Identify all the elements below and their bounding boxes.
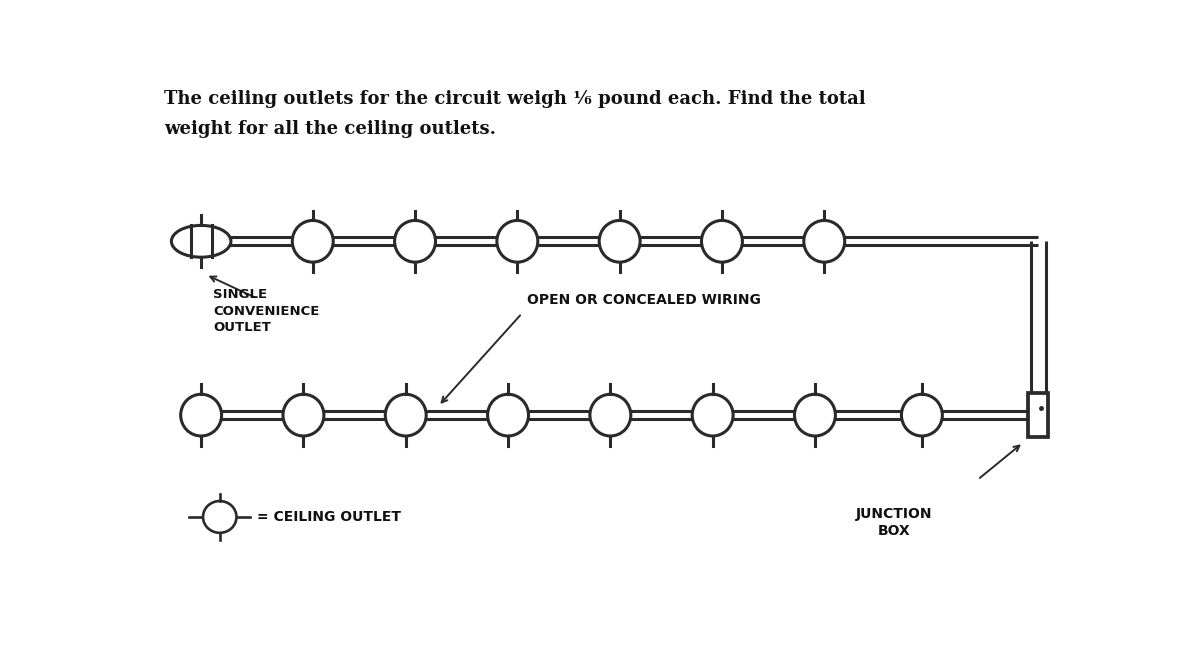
Ellipse shape — [497, 221, 538, 262]
Text: OPEN OR CONCEALED WIRING: OPEN OR CONCEALED WIRING — [527, 293, 761, 307]
Bar — [1028, 393, 1049, 437]
Text: weight for all the ceiling outlets.: weight for all the ceiling outlets. — [164, 119, 496, 137]
Ellipse shape — [901, 394, 942, 436]
Ellipse shape — [395, 221, 436, 262]
Circle shape — [172, 225, 230, 257]
Ellipse shape — [283, 394, 324, 436]
Ellipse shape — [181, 394, 222, 436]
Ellipse shape — [692, 394, 733, 436]
Text: The ceiling outlets for the circuit weigh ¹⁄₆ pound each. Find the total: The ceiling outlets for the circuit weig… — [164, 90, 865, 108]
Ellipse shape — [293, 221, 334, 262]
Ellipse shape — [599, 221, 640, 262]
Ellipse shape — [794, 394, 835, 436]
Ellipse shape — [590, 394, 631, 436]
Ellipse shape — [203, 501, 236, 533]
Text: SINGLE
CONVENIENCE
OUTLET: SINGLE CONVENIENCE OUTLET — [214, 288, 319, 335]
Text: JUNCTION
BOX: JUNCTION BOX — [856, 507, 932, 539]
Ellipse shape — [385, 394, 426, 436]
Ellipse shape — [702, 221, 743, 262]
Ellipse shape — [804, 221, 845, 262]
Ellipse shape — [487, 394, 528, 436]
Text: = CEILING OUTLET: = CEILING OUTLET — [257, 510, 401, 524]
